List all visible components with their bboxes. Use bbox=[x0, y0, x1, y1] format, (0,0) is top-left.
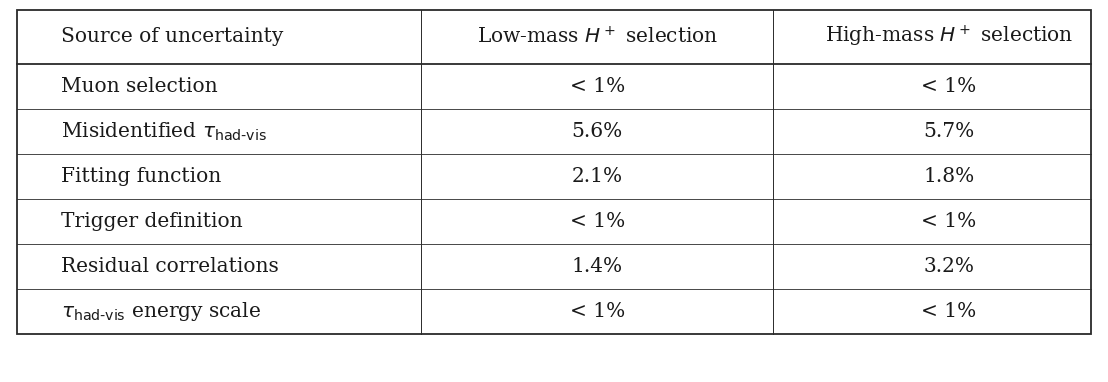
Text: Misidentified $\tau_{\mathrm{had\text{-}vis}}$: Misidentified $\tau_{\mathrm{had\text{-}… bbox=[61, 120, 267, 142]
Text: < 1%: < 1% bbox=[922, 77, 976, 96]
Text: Trigger definition: Trigger definition bbox=[61, 212, 243, 231]
Text: < 1%: < 1% bbox=[570, 302, 625, 321]
Text: 1.8%: 1.8% bbox=[923, 167, 975, 186]
Text: 1.4%: 1.4% bbox=[572, 257, 623, 276]
Text: Muon selection: Muon selection bbox=[61, 77, 217, 96]
Text: 5.7%: 5.7% bbox=[923, 122, 975, 141]
Text: 2.1%: 2.1% bbox=[572, 167, 623, 186]
Text: Fitting function: Fitting function bbox=[61, 167, 222, 186]
Text: < 1%: < 1% bbox=[570, 77, 625, 96]
Text: Source of uncertainty: Source of uncertainty bbox=[61, 27, 284, 46]
Text: < 1%: < 1% bbox=[922, 212, 976, 231]
Text: < 1%: < 1% bbox=[570, 212, 625, 231]
Text: Residual correlations: Residual correlations bbox=[61, 257, 279, 276]
Text: $\tau_{\mathrm{had\text{-}vis}}$ energy scale: $\tau_{\mathrm{had\text{-}vis}}$ energy … bbox=[61, 300, 261, 323]
Text: Low-mass $H^+$ selection: Low-mass $H^+$ selection bbox=[476, 26, 718, 47]
Text: 5.6%: 5.6% bbox=[572, 122, 623, 141]
Bar bbox=[17, 10, 1091, 334]
Text: High-mass $H^+$ selection: High-mass $H^+$ selection bbox=[824, 24, 1074, 49]
Text: < 1%: < 1% bbox=[922, 302, 976, 321]
Text: 3.2%: 3.2% bbox=[923, 257, 975, 276]
